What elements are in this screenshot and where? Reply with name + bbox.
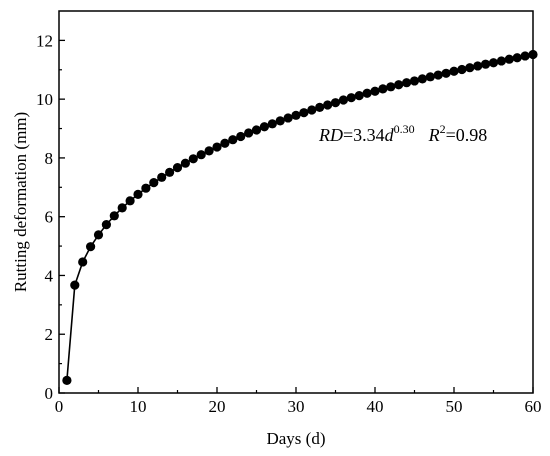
fit-equation: RD=3.34d0.30 R2=0.98 [318, 122, 487, 145]
data-point [354, 91, 364, 101]
data-point [212, 142, 222, 152]
data-point [275, 116, 285, 126]
fit-r-value: =0.98 [446, 125, 488, 145]
y-tick-label: 4 [45, 266, 54, 285]
data-point [93, 230, 104, 240]
data-point [101, 220, 111, 230]
data-point [362, 88, 372, 98]
data-point [449, 66, 459, 76]
data-point [109, 211, 119, 221]
data-point [465, 63, 475, 73]
data-point [133, 189, 143, 199]
data-point [204, 146, 214, 156]
data-point [394, 80, 404, 90]
data-point [370, 86, 380, 96]
data-point [528, 49, 538, 60]
data-point [481, 59, 491, 69]
axis-ticks [58, 39, 534, 394]
data-point [196, 150, 206, 160]
series-line [66, 53, 534, 381]
data-point [299, 108, 309, 118]
data-point [338, 95, 348, 105]
data-point [323, 100, 333, 110]
x-tick-label: 30 [288, 397, 305, 416]
data-point [117, 203, 127, 213]
data-point [425, 72, 435, 82]
data-point [141, 183, 151, 193]
x-tick-label: 20 [209, 397, 226, 416]
data-point [283, 113, 293, 123]
data-point [244, 128, 254, 138]
data-point [220, 138, 230, 148]
data-point [259, 122, 269, 132]
data-point [291, 110, 301, 120]
data-point [520, 51, 530, 61]
data-point [157, 172, 167, 182]
data-point [473, 61, 483, 71]
data-point [149, 178, 159, 188]
data-point [70, 280, 80, 290]
data-point [236, 131, 246, 142]
data-point [62, 375, 72, 385]
data-point [188, 154, 198, 164]
data-point [441, 68, 451, 78]
data-point [386, 82, 396, 92]
data-point [346, 93, 356, 103]
data-point [378, 84, 388, 94]
data-point [409, 76, 420, 86]
data-point [496, 56, 506, 66]
x-axis-label: Days (d) [266, 429, 325, 448]
data-point [165, 167, 175, 177]
y-tick-label: 10 [36, 90, 53, 109]
data-point [78, 257, 88, 267]
fit-r-symbol: R [428, 125, 440, 145]
data-point [315, 102, 325, 112]
x-tick-label: 60 [525, 397, 542, 416]
series-points [62, 49, 538, 385]
data-point [504, 54, 514, 64]
fit-equation-coef: =3.34 [343, 125, 385, 145]
y-tick-label: 0 [45, 384, 54, 403]
data-point [402, 78, 412, 88]
fit-r-exponent: 2 [440, 122, 446, 136]
data-point [330, 98, 341, 108]
data-point [307, 105, 317, 115]
x-tick-label: 0 [55, 397, 64, 416]
data-point [86, 242, 96, 252]
y-tick-label: 8 [45, 149, 54, 168]
x-tick-label: 50 [446, 397, 463, 416]
data-point [180, 158, 190, 168]
x-tick-label: 40 [367, 397, 384, 416]
y-tick-label: 12 [36, 31, 53, 50]
x-tick-labels: 0 10 20 30 40 50 60 [55, 397, 542, 416]
data-point [267, 119, 277, 129]
y-tick-labels: 0 2 4 6 8 10 12 [36, 31, 54, 403]
data-point [125, 196, 135, 206]
data-point [433, 70, 443, 80]
data-point [488, 58, 499, 68]
data-point [172, 163, 183, 173]
y-axis-label: Rutting deformation (mm) [11, 112, 30, 292]
data-point [251, 125, 262, 135]
fit-equation-d: d [385, 125, 395, 145]
x-tick-label: 10 [130, 397, 147, 416]
y-tick-label: 2 [45, 325, 54, 344]
data-point [417, 74, 427, 84]
data-point [457, 64, 467, 75]
fit-equation-exponent: 0.30 [394, 122, 415, 136]
y-tick-label: 6 [45, 208, 54, 227]
fit-equation-rd: RD [318, 125, 343, 145]
data-point [228, 135, 238, 145]
data-point [512, 53, 522, 63]
